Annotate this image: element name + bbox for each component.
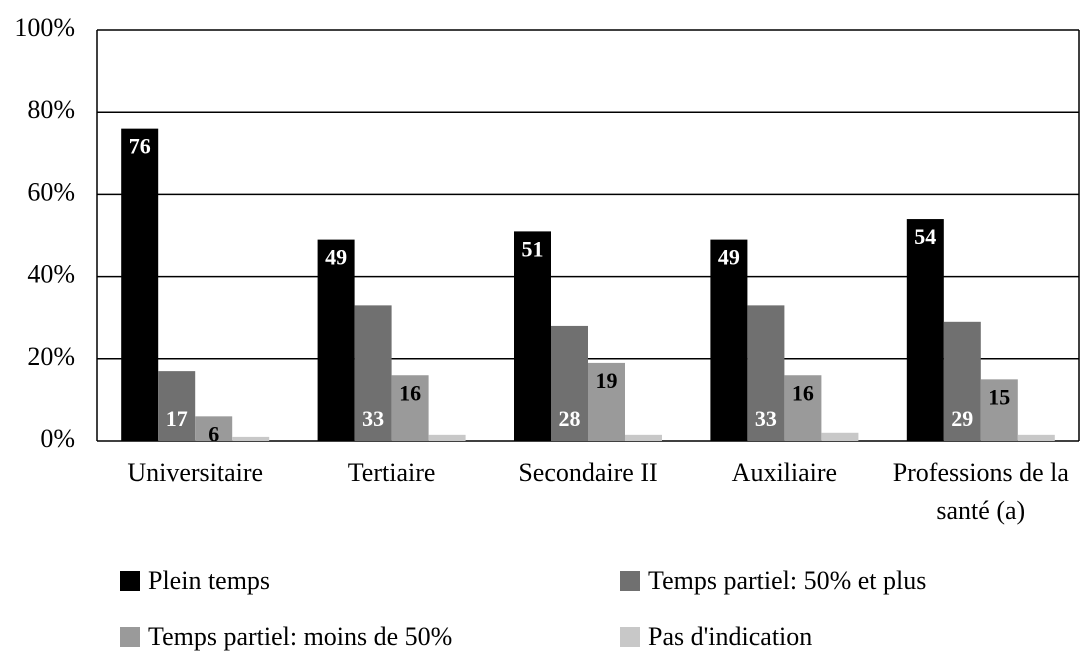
x-tick-label: Universitaire [127,458,264,487]
x-tick-label: Tertiaire [347,458,436,487]
bar [428,434,466,441]
data-label: 54 [914,224,936,249]
bar [391,375,429,441]
data-label: 15 [988,384,1010,409]
data-label: 49 [325,245,347,270]
data-label: 33 [362,406,384,431]
bar [317,239,355,441]
y-tick-label: 40% [27,260,75,289]
x-tick-label: Secondaire II [518,458,658,487]
bar [821,432,859,441]
bar [906,219,944,441]
bar [747,305,785,441]
bar [943,321,981,441]
bar [588,362,625,441]
data-label: 76 [129,134,151,159]
bar [980,379,1018,441]
legend-swatch [620,571,640,591]
x-tick-label: Auxiliaire [731,458,838,487]
bar [551,325,588,441]
data-label: 6 [208,421,219,446]
bar [158,371,196,441]
bar [710,239,748,441]
legend-label: Temps partiel: 50% et plus [648,566,927,595]
bar [514,231,551,441]
data-label: 28 [559,406,581,431]
legend-item: Temps partiel: 50% et plus [620,563,926,599]
bar [1017,434,1055,441]
data-label: 51 [522,236,544,261]
data-label: 29 [951,406,973,431]
bar [784,375,822,441]
legend-label: Plein temps [148,566,271,595]
data-label: 16 [399,380,421,405]
legend-item: Pas d'indication [620,619,812,655]
legend-label: Temps partiel: moins de 50% [148,622,453,651]
y-tick-label: 20% [27,342,75,371]
y-tick-label: 100% [14,13,75,42]
legend-item: Temps partiel: moins de 50% [120,619,452,655]
x-tick-label: Professions de la santé (a) [892,458,1069,525]
legend-swatch [120,627,140,647]
bar [232,436,270,441]
y-tick-label: 0% [40,424,75,453]
bar [354,305,392,441]
data-label: 33 [755,406,777,431]
legend-swatch [120,571,140,591]
bar [625,434,662,441]
legend-label: Pas d'indication [648,622,813,651]
data-label: 49 [718,245,740,270]
data-label: 16 [792,380,814,405]
bar [121,128,159,441]
bar [195,416,233,441]
data-label: 19 [596,368,618,393]
y-tick-label: 80% [27,95,75,124]
legend-swatch [620,627,640,647]
data-label: 17 [166,406,188,431]
y-tick-label: 60% [27,177,75,206]
legend-item: Plein temps [120,563,270,599]
